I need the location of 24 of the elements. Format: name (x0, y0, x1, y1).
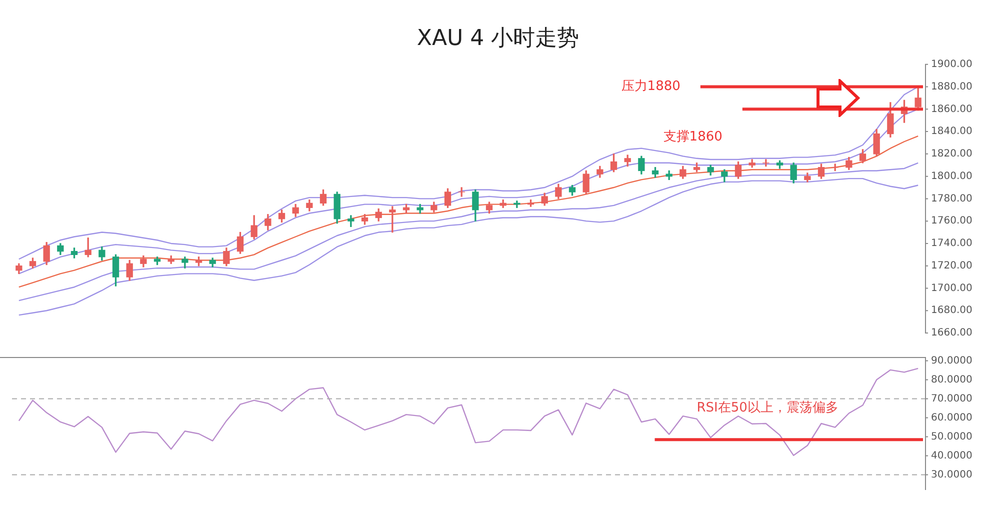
y-tick-label: 1800.00 (931, 170, 972, 182)
y-tick-label: 1760.00 (931, 216, 972, 227)
y-tick-label: 1880.00 (931, 81, 972, 92)
y-tick-label: 90.0000 (931, 355, 972, 366)
ref-line-label: 支撑1860 (663, 130, 722, 145)
y-tick-label: 1900.00 (931, 58, 972, 70)
y-tick-label: 1860.00 (931, 104, 972, 115)
chart-title: XAU 4 小时走势 (416, 26, 580, 51)
y-tick-label: 50.0000 (931, 431, 972, 442)
y-tick-label: 1840.00 (931, 126, 972, 138)
ref-line-label: 压力1880 (621, 79, 680, 94)
y-tick-label: 1740.00 (931, 238, 972, 250)
annotation: RSI在50以上，震荡偏多 (696, 400, 838, 416)
y-tick-label: 1660.00 (931, 328, 972, 339)
y-tick-label: 1680.00 (931, 305, 972, 316)
y-tick-label: 1780.00 (931, 193, 972, 204)
y-tick-label: 40.0000 (931, 450, 972, 462)
y-tick-label: 30.0000 (931, 469, 972, 480)
y-tick-label: 70.0000 (931, 393, 972, 404)
y-tick-label: 80.0000 (931, 374, 972, 386)
y-tick-label: 1700.00 (931, 282, 972, 294)
y-tick-label: 1820.00 (931, 148, 972, 160)
y-tick-label: 1720.00 (931, 260, 972, 272)
y-tick-label: 60.0000 (931, 412, 972, 424)
